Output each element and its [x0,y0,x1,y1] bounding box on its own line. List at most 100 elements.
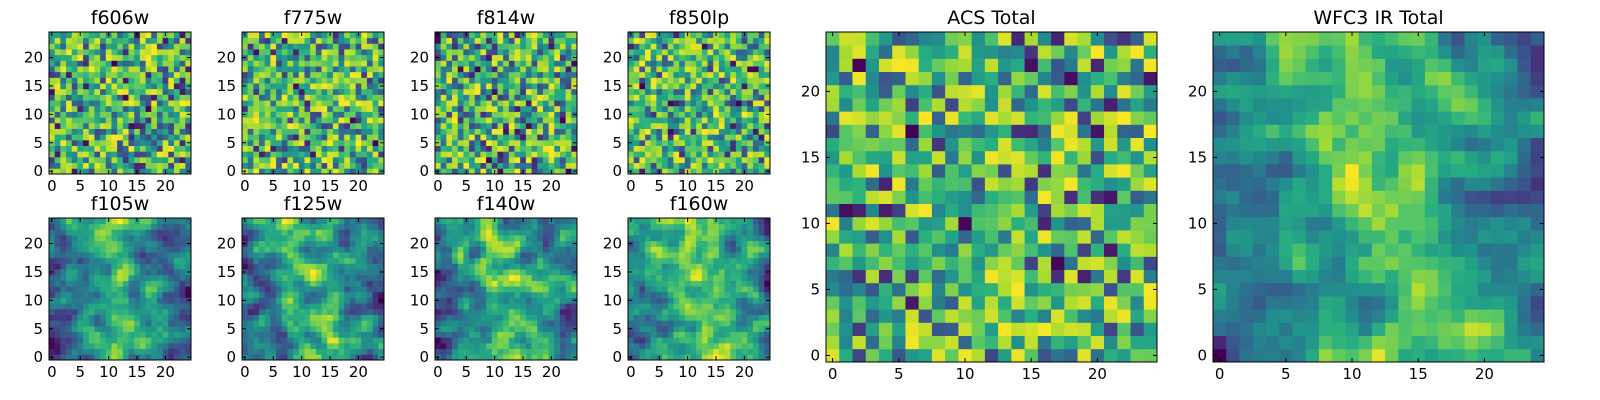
heatmap-cell [662,71,669,78]
heatmap-cell [60,331,67,338]
heatmap-cell [270,286,277,293]
heatmap-cell [463,286,470,293]
heatmap-cell [156,269,163,276]
y-tick-label: 15 [410,77,429,95]
heatmap-cell [542,297,549,304]
heatmap-cell [554,37,561,44]
heatmap-cell [474,218,481,225]
heatmap-cell [480,83,487,90]
heatmap-cell [332,235,339,242]
heatmap-cell [111,54,118,61]
heatmap-cell [656,83,663,90]
heatmap-cell [54,105,61,112]
heatmap-cell [60,156,67,164]
heatmap-cell [633,94,640,101]
heatmap-cell [264,308,271,315]
heatmap-cell [366,337,374,344]
heatmap-cell [162,151,169,158]
heatmap-cell [88,168,95,175]
heatmap-cell [94,105,101,112]
heatmap-cell [457,320,464,327]
heatmap-cell [304,88,311,95]
heatmap-cell [349,354,356,361]
heatmap-cell [474,77,481,84]
heatmap-cell [673,280,680,287]
heatmap-cell [122,117,129,124]
heatmap-cell [332,274,339,281]
heatmap-cell [503,308,510,315]
heatmap-cell [633,348,640,355]
heatmap-cell [247,348,254,355]
heatmap-cell [49,314,56,321]
heatmap-cell [565,94,572,101]
heatmap-cell [293,111,300,118]
heatmap-cell [520,286,527,293]
heatmap-cell [128,66,135,73]
heatmap-cell [281,32,288,39]
heatmap-cell [54,229,61,236]
heatmap-cell [559,77,567,84]
heatmap-cell [701,145,708,152]
heatmap-cell [361,235,368,242]
heatmap-cell [242,342,249,350]
heatmap-cell [168,111,175,118]
heatmap-cell [378,128,385,135]
heatmap-cell [117,111,124,118]
heatmap-cell [66,252,73,259]
heatmap-cell [724,71,731,78]
heatmap-cell [298,297,305,304]
heatmap-cell [366,139,374,146]
heatmap-cell [304,60,311,67]
heatmap-cell [361,168,368,175]
heatmap-cell [310,71,317,78]
heatmap-cell [122,342,129,350]
heatmap-cell [298,94,305,101]
y-tick-label: 15 [24,77,43,95]
heatmap-cell [724,100,731,107]
heatmap-cell [656,314,663,321]
heatmap-cell [378,122,385,129]
heatmap-cell [145,252,152,259]
heatmap-cell [71,269,78,276]
heatmap-cell [100,37,107,44]
heatmap-cell [253,77,260,84]
heatmap-cell [298,223,305,230]
heatmap-cell [696,325,703,332]
heatmap-cell [633,308,640,315]
heatmap-cell [491,235,498,242]
heatmap-cell [559,54,567,61]
heatmap-cell [735,354,742,361]
heatmap-cell [735,156,742,164]
heatmap-cell [457,257,464,264]
heatmap-cell [713,303,720,310]
heatmap-cell [457,83,464,90]
heatmap-cell [293,134,300,141]
heatmap-cell [508,94,515,101]
heatmap-cell [276,156,283,164]
heatmap-cell [105,303,112,310]
x-tick-label: 5 [461,177,471,195]
heatmap-cell [752,320,760,327]
heatmap-cell [667,128,674,135]
heatmap-cell [440,246,447,253]
heatmap-cell [452,280,459,287]
heatmap-cell [696,83,703,90]
heatmap-cell [145,94,152,101]
heatmap-cell [554,111,561,118]
heatmap-cell [446,235,453,242]
heatmap-cell [315,128,322,135]
heatmap-cell [684,269,691,276]
heatmap-cell [315,314,322,321]
heatmap-cell [684,291,691,298]
heatmap-cell [88,156,95,164]
heatmap-cell [696,111,703,118]
heatmap-cell [270,60,277,67]
heatmap-cell [503,337,510,344]
heatmap-cell [355,320,362,327]
heatmap-cell [747,43,754,50]
heatmap-cell [696,342,703,350]
heatmap-cell [457,314,464,321]
heatmap-cell [474,111,481,118]
heatmap-cell [372,54,379,61]
heatmap-cell [49,94,56,101]
